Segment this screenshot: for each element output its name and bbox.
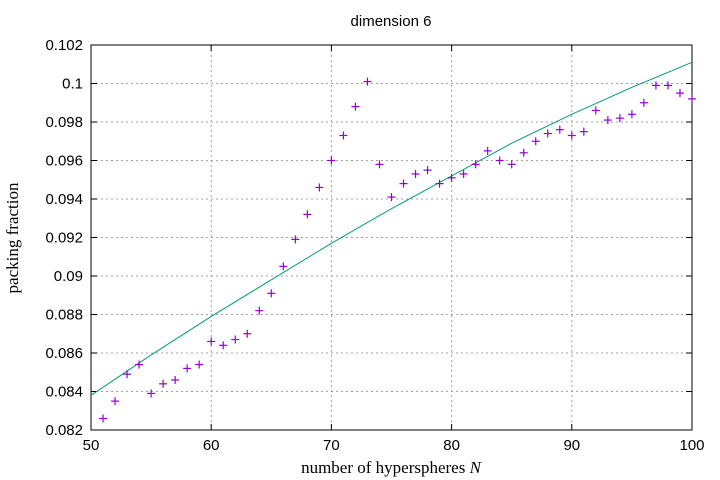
data-point: [339, 131, 348, 140]
data-point: [627, 110, 636, 119]
data-point: [459, 169, 468, 178]
y-tick-label: 0.086: [45, 345, 83, 362]
x-tick-label: 50: [83, 437, 100, 454]
data-point: [99, 414, 108, 423]
y-axis-tick-labels: 0.082 0.084 0.086 0.088 0.09 0.092 0.094 0.096 0…: [45, 37, 83, 439]
data-point: [279, 262, 288, 271]
data-point: [291, 235, 300, 244]
data-point: [183, 364, 192, 373]
x-tick-label: 80: [443, 437, 460, 454]
data-point: [243, 329, 252, 338]
data-point: [579, 127, 588, 136]
fit-line: [90, 61, 693, 396]
data-point: [195, 360, 204, 369]
data-point: [399, 179, 408, 188]
data-point: [147, 389, 156, 398]
data-point: [411, 169, 420, 178]
data-point: [111, 397, 120, 406]
data-point: [603, 116, 612, 125]
y-tick-label: 0.082: [45, 422, 83, 439]
data-point: [315, 183, 324, 192]
data-point: [351, 102, 360, 111]
data-points-series: [99, 77, 696, 423]
data-point: [688, 94, 696, 103]
y-tick-label: 0.09: [54, 268, 83, 285]
data-point: [123, 370, 132, 379]
x-tick-label: 60: [203, 437, 220, 454]
y-tick-label: 0.092: [45, 230, 83, 247]
x-axis-label-variable: N: [469, 458, 483, 477]
data-point: [471, 160, 480, 169]
x-axis-label-main: number of hyperspheres: [301, 458, 470, 477]
y-tick-label: 0.084: [45, 384, 83, 401]
data-point: [591, 106, 600, 115]
data-point: [363, 77, 372, 86]
data-point: [423, 166, 432, 175]
data-point: [219, 341, 228, 350]
data-point: [255, 306, 264, 315]
data-point: [507, 160, 516, 169]
data-point: [171, 375, 180, 384]
data-point: [531, 137, 540, 146]
data-point: [303, 210, 312, 219]
y-tick-label: 0.098: [45, 114, 83, 131]
data-point: [231, 335, 240, 344]
x-tick-label: 100: [679, 437, 704, 454]
data-point: [387, 193, 396, 202]
data-point: [375, 160, 384, 169]
y-tick-label: 0.096: [45, 153, 83, 170]
x-tick-label: 70: [323, 437, 340, 454]
fit-line-series: [90, 61, 693, 396]
y-tick-label: 0.094: [45, 191, 83, 208]
data-point: [651, 81, 660, 90]
data-point: [519, 148, 528, 157]
axis-ticks: [90, 44, 693, 431]
x-axis-tick-labels: 50 60 70 80 90 100: [83, 437, 705, 454]
data-point: [663, 81, 672, 90]
y-tick-label: 0.102: [45, 37, 83, 54]
y-tick-label: 0.088: [45, 307, 83, 324]
y-tick-label: 0.1: [62, 76, 83, 93]
grid: [91, 45, 692, 430]
data-point: [327, 156, 336, 165]
data-point: [639, 98, 648, 107]
data-point: [207, 337, 216, 346]
x-tick-label: 90: [563, 437, 580, 454]
data-point: [615, 114, 624, 123]
data-point: [267, 289, 276, 298]
data-point: [495, 156, 504, 165]
y-axis-label: packing fraction: [3, 182, 22, 293]
chart-title: dimension 6: [351, 13, 432, 30]
data-point: [447, 173, 456, 182]
data-point: [675, 89, 684, 98]
data-point: [435, 179, 444, 188]
data-point: [567, 131, 576, 140]
data-point: [543, 129, 552, 138]
data-point: [483, 146, 492, 155]
data-point: [159, 379, 168, 388]
data-point: [555, 125, 564, 134]
data-point: [135, 360, 144, 369]
x-axis-label: number of hyperspheres N: [301, 458, 483, 477]
